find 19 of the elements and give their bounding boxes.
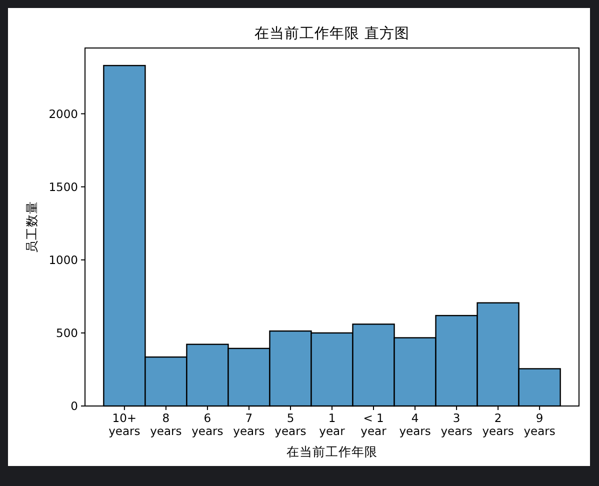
x-tick-label: 2 years (482, 411, 514, 438)
x-tick-label: 10+ years (108, 411, 140, 438)
x-tick-label: 7 years (233, 411, 265, 438)
x-tick-label: 9 years (524, 411, 556, 438)
y-tick-label: 2000 (48, 106, 78, 121)
y-tick-label: 0 (70, 399, 78, 413)
chart-title: 在当前工作年限 直方图 (254, 25, 410, 42)
x-tick-label: 8 years (150, 411, 182, 438)
y-tick-label: 1000 (48, 252, 78, 267)
x-axis-title: 在当前工作年限 (286, 444, 378, 459)
x-tick-label: 3 years (440, 411, 472, 438)
x-tick-label: 1 year (319, 411, 346, 438)
y-tick-label: 1500 (48, 180, 78, 194)
x-tick-label: 5 years (274, 411, 306, 438)
y-axis-title: 员工数量 (24, 201, 39, 253)
y-tick-label: 500 (56, 326, 78, 340)
x-tick-label: 6 years (192, 411, 224, 438)
x-tick-label: 4 years (399, 411, 431, 438)
x-tick-label: < 1 year (360, 411, 387, 438)
